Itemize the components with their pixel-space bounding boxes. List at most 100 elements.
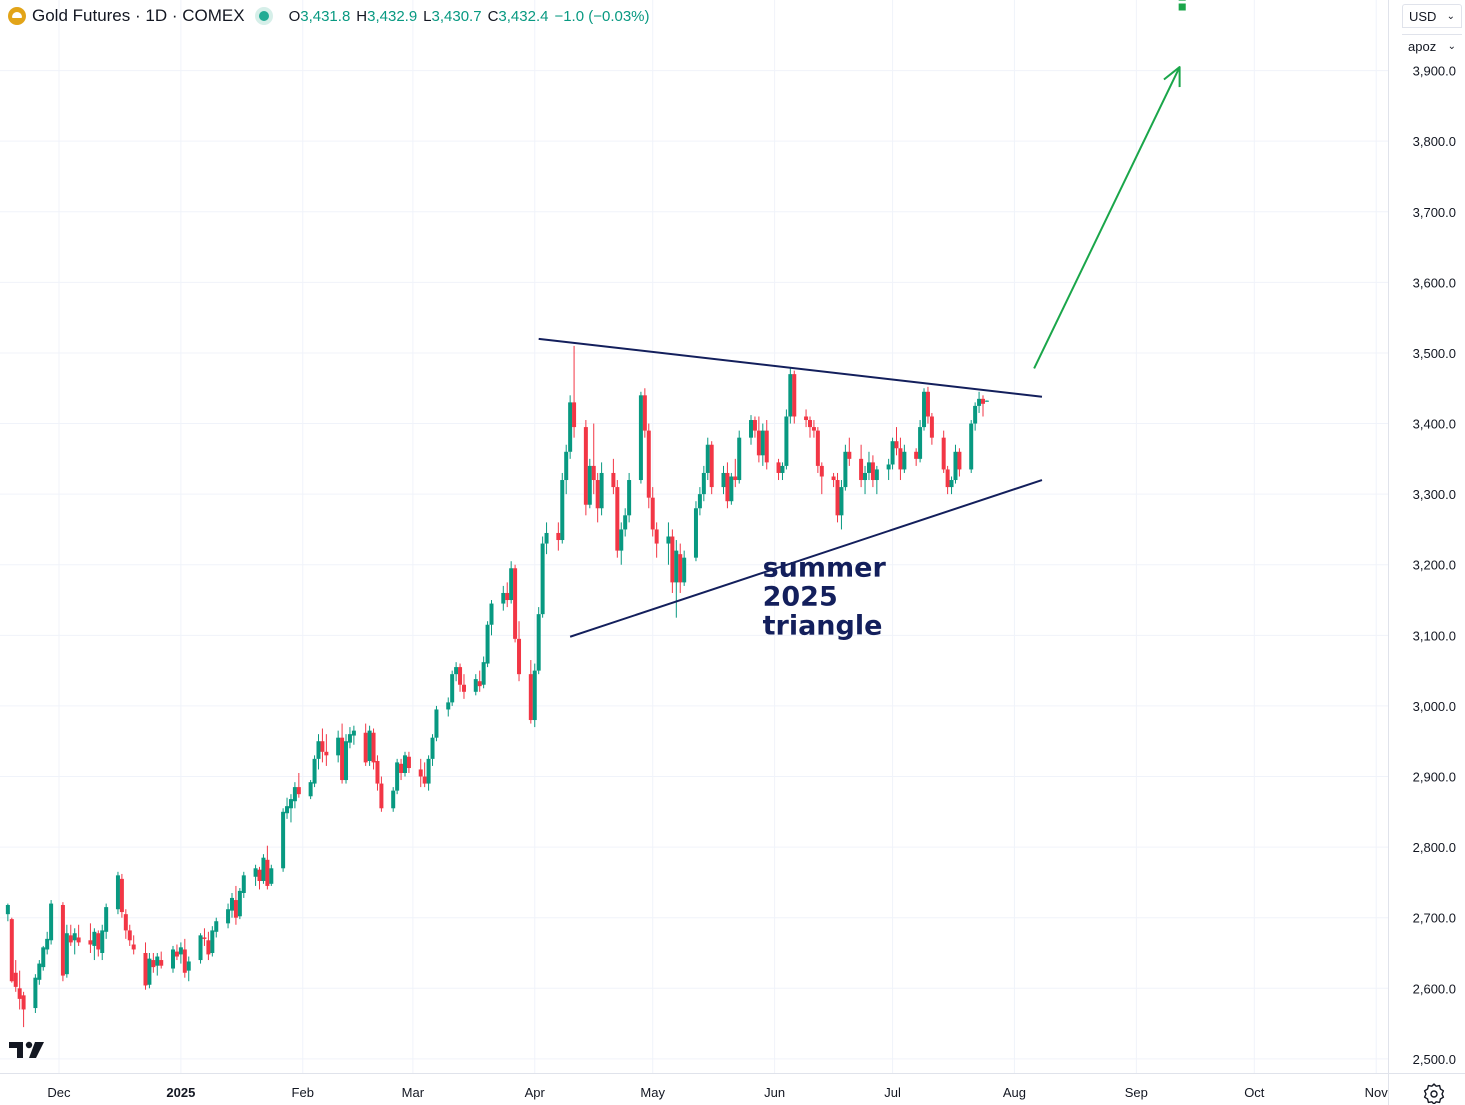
candle	[45, 931, 50, 955]
candle-body	[33, 977, 38, 1009]
candle	[957, 448, 962, 477]
candle	[320, 728, 325, 763]
candle	[513, 564, 518, 643]
candle-body	[843, 451, 848, 488]
price-axis[interactable]: 2,500.0 2,600.0 2,700.0 2,800.0 2,900.0 3,000…	[1388, 0, 1457, 1105]
time-tick-label: 2025	[166, 1085, 195, 1100]
candle	[72, 928, 77, 955]
candle-body	[807, 420, 812, 428]
candle	[729, 472, 734, 505]
candle-body	[241, 875, 246, 893]
currency-select[interactable]: USD ⌄	[1402, 4, 1462, 28]
time-axis[interactable]: Dec 2025 Feb Mar Apr May Jun Jul Aug Sep Oct Nov	[0, 1073, 1465, 1101]
candle-body	[395, 762, 400, 791]
candle-body	[973, 405, 978, 424]
candle-body	[953, 451, 958, 481]
candle-body	[379, 783, 384, 809]
candle	[701, 465, 706, 502]
breakout-arrow	[1033, 66, 1181, 369]
candle-body	[100, 930, 105, 953]
candle	[815, 427, 820, 473]
settings-gear-icon[interactable]	[1423, 1082, 1445, 1104]
arrow-head	[1163, 66, 1181, 88]
candle-body	[509, 568, 514, 601]
candle-body	[733, 476, 738, 481]
candle	[874, 465, 879, 495]
candle-body	[693, 508, 698, 558]
candle	[705, 437, 710, 481]
candle	[379, 776, 384, 812]
high-label: H	[356, 7, 368, 25]
candle-body	[131, 944, 136, 950]
symbol-legend: Gold Futures · 1D · COMEX O 3,431.8 H 3,43…	[8, 5, 656, 27]
time-tick-label: May	[640, 1085, 665, 1100]
price-tick-label: 3,100.0	[1413, 628, 1456, 643]
candle	[737, 430, 742, 484]
candle-body	[17, 988, 22, 999]
candle	[233, 885, 238, 925]
candle	[953, 444, 958, 484]
candle-body	[847, 451, 852, 459]
candle	[292, 782, 297, 809]
candle-body	[945, 469, 950, 488]
candle-body	[528, 674, 533, 721]
candle-body	[281, 811, 286, 869]
candle	[17, 970, 22, 1010]
candle	[214, 917, 219, 938]
candle	[595, 472, 600, 523]
candle-body	[819, 465, 824, 477]
price-tick-label: 3,500.0	[1413, 346, 1456, 361]
candle	[784, 409, 789, 470]
unit-select[interactable]: apoz ⌄	[1402, 34, 1462, 58]
time-tick-label: Feb	[292, 1085, 314, 1100]
candle	[76, 924, 81, 946]
candle	[229, 892, 234, 918]
candle	[611, 458, 616, 495]
breakout-question-label: ?	[1172, 0, 1195, 21]
candle-body	[517, 638, 522, 675]
triangle-label-line: 2025	[763, 581, 838, 612]
candle	[406, 751, 411, 773]
chevron-down-icon: ⌄	[1446, 10, 1455, 22]
candle	[489, 600, 494, 636]
candle-body	[890, 441, 895, 465]
candle	[544, 522, 549, 555]
candle-body	[261, 857, 266, 881]
candle-body	[285, 806, 290, 814]
candle	[288, 794, 293, 823]
price-tick-label: 3,000.0	[1413, 699, 1456, 714]
candle-body	[760, 430, 765, 456]
candle	[206, 931, 211, 961]
candle	[473, 674, 478, 696]
candle	[807, 416, 812, 438]
candle	[752, 416, 757, 438]
candle-body	[171, 949, 176, 969]
candle	[843, 444, 848, 491]
candle-body	[324, 751, 329, 756]
candle	[182, 938, 187, 978]
unit-value: apoz	[1408, 39, 1437, 54]
candle-body	[776, 462, 781, 473]
price-tick-label: 3,900.0	[1413, 64, 1456, 79]
candle-body	[977, 398, 982, 406]
candle	[454, 662, 459, 682]
candle	[764, 420, 769, 470]
candle-body	[831, 476, 836, 481]
candle-body	[454, 667, 459, 675]
tradingview-logo-icon[interactable]	[9, 1040, 47, 1060]
candle-body	[446, 702, 451, 710]
candle	[375, 755, 380, 791]
candle	[477, 670, 482, 692]
candle	[564, 444, 569, 495]
candle-body	[784, 416, 789, 466]
candle-body	[60, 904, 65, 976]
candle	[914, 448, 919, 466]
symbol-title[interactable]: Gold Futures · 1D · COMEX	[32, 6, 245, 25]
candle-body	[984, 400, 989, 402]
candle	[925, 386, 930, 424]
candle-body	[312, 758, 317, 784]
candle-body	[650, 497, 655, 530]
candle	[650, 487, 655, 537]
candle	[981, 395, 986, 417]
